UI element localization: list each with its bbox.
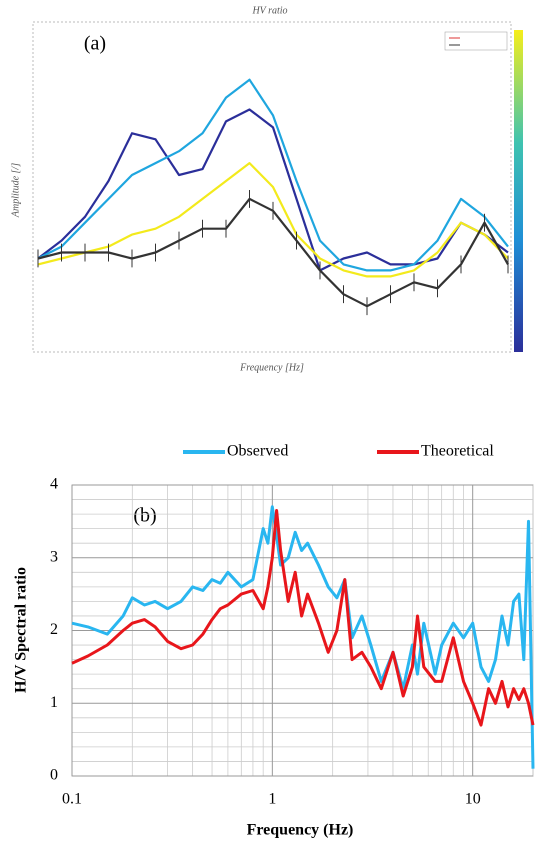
- legend-label: Theoretical: [421, 443, 494, 460]
- y-tick-label: 0: [50, 767, 58, 784]
- x-tick-label: 1: [268, 791, 276, 808]
- y-axis-label: H/V Spectral ratio: [13, 567, 30, 693]
- legend-box: [444, 31, 508, 51]
- y-axis-label: Amplitude [/]: [10, 163, 21, 218]
- colorbar: [514, 30, 523, 352]
- chart-title: HV ratio: [251, 5, 287, 16]
- y-tick-label: 4: [50, 476, 58, 493]
- panel-label: (b): [133, 505, 156, 527]
- y-tick-label: 2: [50, 621, 58, 638]
- series-line: [37, 108, 509, 272]
- legend-label: Observed: [227, 443, 288, 460]
- series-line: [71, 509, 535, 727]
- panel-label: (a): [84, 33, 106, 55]
- x-axis-label: Frequency [Hz]: [239, 362, 304, 373]
- series-line: [37, 78, 509, 272]
- series-line: [71, 505, 535, 769]
- series-line: [37, 162, 509, 278]
- x-tick-label: 0.1: [62, 791, 82, 808]
- y-tick-label: 3: [50, 548, 58, 565]
- x-axis-label: Frequency (Hz): [247, 822, 354, 839]
- y-tick-label: 1: [50, 694, 58, 711]
- x-tick-label: 10: [465, 791, 481, 808]
